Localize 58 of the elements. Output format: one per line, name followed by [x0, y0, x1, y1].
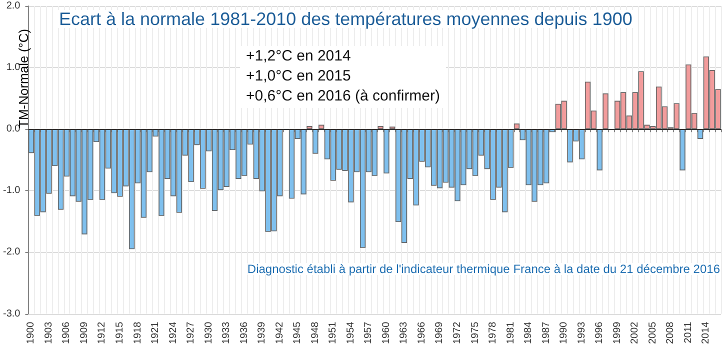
x-tick-label: 1924 — [168, 321, 179, 344]
x-tick-label: 1975 — [470, 321, 481, 344]
x-tick-label: 1936 — [238, 321, 250, 344]
x-tick-label: 1990 — [558, 321, 570, 344]
x-tick-label: 1999 — [612, 321, 623, 344]
bar — [384, 129, 390, 174]
x-tick-label: 1915 — [114, 321, 126, 344]
bar — [697, 129, 704, 139]
x-tick-label: 1954 — [345, 321, 356, 344]
x-tick-label: 1921 — [150, 321, 162, 344]
bar — [514, 124, 520, 130]
chart-title: Ecart à la normale 1981-2010 des températures moyennes depuis 1900 — [59, 9, 632, 29]
x-tick-label: 1948 — [310, 321, 321, 344]
y-tick-label: -2.0 — [2, 246, 21, 258]
bar — [378, 126, 384, 130]
y-tick-label: -1.0 — [2, 185, 21, 196]
x-tick-label: 1909 — [78, 321, 90, 344]
x-tick-label: 1927 — [186, 321, 197, 344]
x-tick-label: 1930 — [203, 321, 214, 344]
x-tick-label: 1918 — [132, 321, 144, 344]
x-tick-label: 2008 — [665, 321, 676, 344]
x-tick-label: 1903 — [43, 321, 54, 344]
x-tick-label: 1945 — [292, 321, 304, 344]
x-tick-label: 1912 — [96, 321, 108, 344]
x-tick-label: 1981 — [505, 321, 516, 344]
x-tick-label: 2011 — [682, 321, 694, 344]
bar — [312, 129, 318, 154]
x-tick-label: 2014 — [700, 321, 712, 344]
x-tick-label: 1969 — [434, 321, 446, 344]
y-tick-label: 2.0 — [6, 0, 21, 12]
x-tick-label: 1933 — [221, 321, 232, 344]
x-tick-label: 1939 — [256, 321, 268, 344]
x-tick-label: 2005 — [647, 321, 658, 344]
x-tick-label: 1993 — [576, 321, 588, 344]
annotation: +1,2°C en 2014 +1,0°C en 2015 +0,6°C en 2016 (à confirmer) — [246, 48, 440, 104]
x-tick-label: 1963 — [398, 321, 410, 344]
x-tick-label: 1996 — [594, 321, 606, 344]
bar — [680, 129, 686, 170]
y-tick-label: 0.0 — [6, 124, 21, 135]
x-tick-label: 1942 — [274, 321, 286, 344]
x-tick-label: 1900 — [26, 321, 37, 344]
bar — [602, 93, 608, 130]
x-tick-label: 1906 — [61, 321, 72, 344]
x-tick-label: 1960 — [380, 321, 392, 344]
x-tick-label: 1984 — [523, 321, 534, 344]
x-tick-label: 1972 — [452, 321, 464, 344]
bar — [596, 129, 602, 170]
x-tick-label: 1987 — [540, 321, 552, 344]
annotation: Diagnostic établi à partir de l'indicateur thermique France à la date du 21 décembre 2016 — [247, 262, 720, 276]
y-tick-label: 1.0 — [6, 62, 21, 74]
x-tick-label: 1951 — [328, 321, 339, 344]
bar — [306, 126, 312, 130]
x-tick-label: 1966 — [416, 321, 428, 344]
x-tick-label: 1957 — [363, 321, 374, 344]
x-tick-label: 2002 — [630, 321, 641, 344]
y-tick-label: -3.0 — [2, 308, 21, 320]
bar — [318, 124, 324, 130]
x-tick-label: 1978 — [488, 321, 499, 344]
